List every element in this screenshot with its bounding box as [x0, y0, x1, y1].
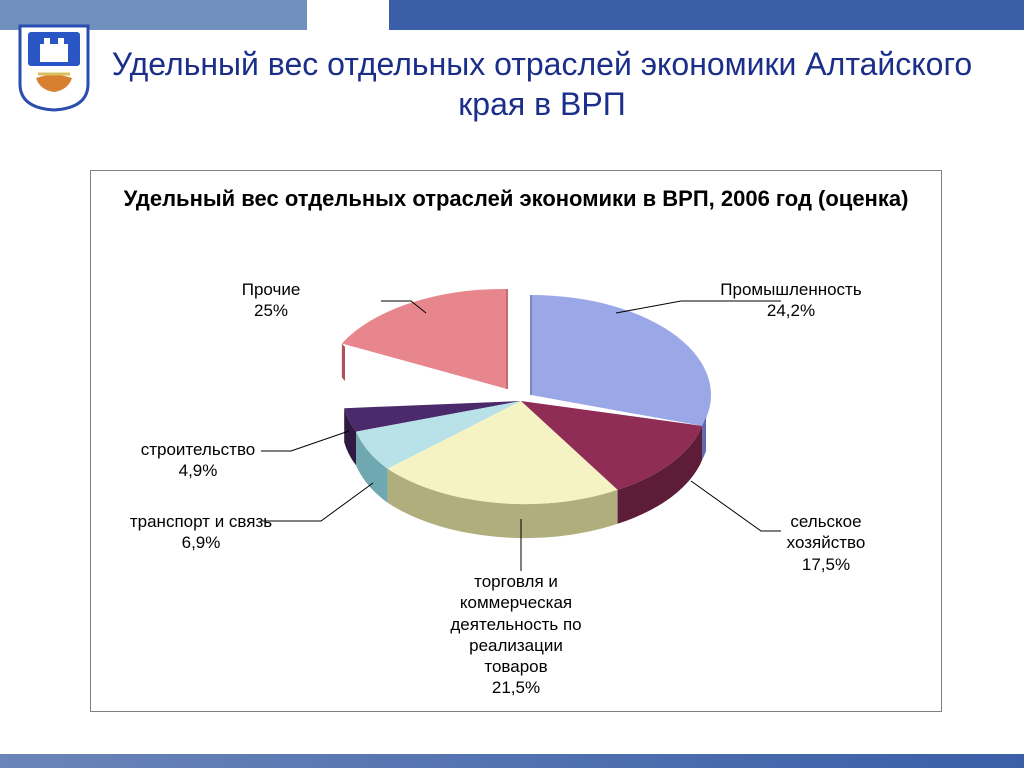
label-transport: транспорт и связь 6,9%	[101, 511, 301, 554]
label-other-name: Прочие	[242, 280, 301, 299]
label-constr-name: строительство	[141, 440, 256, 459]
topbar-segment-2	[307, 0, 389, 30]
chart-container: Удельный вес отдельных отраслей экономик…	[90, 170, 942, 712]
region-emblem	[18, 24, 90, 112]
label-trade-l3: деятельность по	[450, 615, 581, 634]
label-industry-pct: 24,2%	[767, 301, 815, 320]
label-transport-name: транспорт и связь	[130, 512, 272, 531]
label-industry-name: Промышленность	[720, 280, 861, 299]
label-construction: строительство 4,9%	[113, 439, 283, 482]
slide-title: Удельный вес отдельных отраслей экономик…	[100, 44, 984, 124]
topbar-segment-3	[389, 0, 1024, 30]
top-decor-bar	[0, 0, 1024, 30]
label-constr-pct: 4,9%	[179, 461, 218, 480]
label-trade: торговля и коммерческая деятельность по …	[401, 571, 631, 699]
slide: Удельный вес отдельных отраслей экономик…	[0, 0, 1024, 768]
label-other: Прочие 25%	[201, 279, 341, 322]
chart-title: Удельный вес отдельных отраслей экономик…	[91, 185, 941, 214]
label-industry: Промышленность 24,2%	[666, 279, 916, 322]
label-other-pct: 25%	[254, 301, 288, 320]
label-agri-name: сельское	[790, 512, 861, 531]
label-agri-pct: 17,5%	[802, 555, 850, 574]
label-trade-l1: торговля и	[474, 572, 558, 591]
label-agri-name2: хозяйство	[787, 533, 866, 552]
slice-other	[342, 289, 507, 389]
footer-decor-bar	[0, 754, 1024, 768]
label-trade-l5: товаров	[484, 657, 547, 676]
label-trade-l4: реализации	[469, 636, 563, 655]
label-transport-pct: 6,9%	[182, 533, 221, 552]
label-agriculture: сельское хозяйство 17,5%	[736, 511, 916, 575]
pie-3d-chart	[261, 271, 781, 611]
label-trade-l2: коммерческая	[460, 593, 572, 612]
label-trade-pct: 21,5%	[492, 678, 540, 697]
